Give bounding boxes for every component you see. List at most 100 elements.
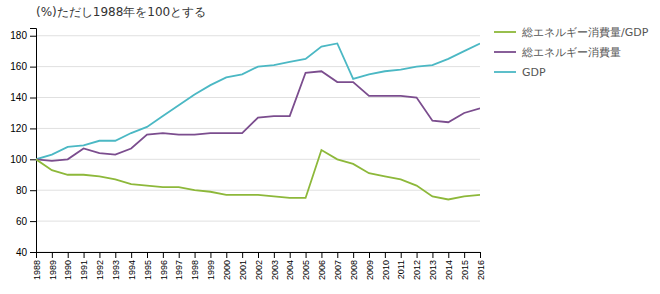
chart: (%)ただし1988年を100とする1988198919901991199219… xyxy=(0,0,660,294)
title: (%)ただし1988年を100とする xyxy=(36,5,206,19)
legend-swatch xyxy=(494,31,516,33)
y-tick-mark xyxy=(30,190,36,191)
series-line xyxy=(36,71,480,161)
x-tick-mark xyxy=(337,252,338,258)
x-tick-mark xyxy=(448,252,449,258)
y-tick-label: 100 xyxy=(10,154,27,165)
series-line xyxy=(36,150,480,199)
x-tick-mark xyxy=(163,252,164,258)
x-tick-label: 2008 xyxy=(349,260,359,280)
x-tick: 1990 xyxy=(63,252,73,280)
x-tick: 1996 xyxy=(159,252,169,280)
x-tick-label: 2003 xyxy=(270,260,280,280)
x-tick-mark xyxy=(115,252,116,258)
x-tick-mark xyxy=(210,252,211,258)
x-tick: 2003 xyxy=(270,252,280,280)
x-tick-mark xyxy=(84,252,85,258)
y-tick-label: 160 xyxy=(10,61,27,72)
y-tick: 100 xyxy=(10,154,36,165)
x-tick-mark xyxy=(321,252,322,258)
x-tick-label: 2013 xyxy=(428,260,438,280)
x-tick-label: 2000 xyxy=(222,260,232,280)
x-tick-label: 1995 xyxy=(143,260,153,280)
x-tick-label: 2011 xyxy=(396,260,406,279)
x-tick-label: 2016 xyxy=(476,260,486,280)
x-tick-label: 1988 xyxy=(32,260,42,280)
y-tick-label: 120 xyxy=(10,123,27,134)
x-tick-mark xyxy=(52,252,53,258)
y-tick: 60 xyxy=(16,216,36,227)
y-tick-label: 60 xyxy=(16,216,28,227)
lines xyxy=(36,43,480,199)
y-tick-mark xyxy=(30,252,36,253)
x-tick: 1999 xyxy=(206,252,216,280)
x-tick-label: 2009 xyxy=(365,260,375,280)
x-tick-label: 1993 xyxy=(111,260,121,280)
x-tick-label: 2007 xyxy=(333,260,343,280)
x-tick-label: 1989 xyxy=(48,260,58,280)
x-tick: 2006 xyxy=(317,252,327,280)
x-tick: 2011 xyxy=(396,252,406,279)
series-line xyxy=(36,43,480,159)
x-tick-label: 2001 xyxy=(238,260,248,280)
x-axis: 1988198919901991199219931994199519961997… xyxy=(32,252,486,280)
x-tick-label: 2010 xyxy=(381,260,391,280)
x-tick-label: 1994 xyxy=(127,260,137,280)
x-tick-mark xyxy=(369,252,370,258)
x-tick: 2015 xyxy=(460,252,470,280)
x-tick-label: 2004 xyxy=(285,260,295,280)
x-tick-label: 2014 xyxy=(444,260,454,280)
y-tick-label: 40 xyxy=(16,247,28,258)
grid-line xyxy=(36,221,480,222)
x-tick-mark xyxy=(179,252,180,258)
x-tick-label: 2012 xyxy=(412,260,422,280)
y-tick-mark xyxy=(30,98,36,99)
x-tick: 1998 xyxy=(190,252,200,280)
grid-line xyxy=(36,35,480,36)
x-tick-mark xyxy=(464,252,465,258)
x-tick-mark xyxy=(385,252,386,258)
y-tick-mark xyxy=(30,159,36,160)
x-tick-mark xyxy=(242,252,243,258)
x-tick-mark xyxy=(306,252,307,258)
x-tick-mark xyxy=(147,252,148,258)
grid xyxy=(36,36,480,252)
x-tick-label: 2006 xyxy=(317,260,327,280)
x-tick: 1997 xyxy=(174,252,184,280)
x-tick-label: 1998 xyxy=(190,260,200,280)
y-tick-mark xyxy=(30,36,36,37)
x-tick: 2004 xyxy=(285,252,295,280)
x-tick-label: 1996 xyxy=(159,260,169,280)
plot: 1988198919901991199219931994199519961997… xyxy=(10,29,485,281)
legend: 総エネルギー消費量/GDP総エネルギー消費量GDP xyxy=(494,26,649,79)
x-tick: 1993 xyxy=(111,252,121,280)
legend-swatch xyxy=(494,51,516,53)
x-tick: 2005 xyxy=(301,252,311,280)
x-tick-label: 2015 xyxy=(460,260,470,280)
x-tick-label: 2005 xyxy=(301,260,311,280)
legend-label: 総エネルギー消費量 xyxy=(521,46,621,59)
x-tick-label: 2002 xyxy=(254,260,264,280)
legend-label: GDP xyxy=(522,66,546,79)
x-tick-label: 1990 xyxy=(63,260,73,280)
x-tick: 1995 xyxy=(143,252,153,280)
y-axis: 406080100120140160180 xyxy=(10,29,36,258)
x-tick: 2010 xyxy=(381,252,391,280)
y-tick-mark xyxy=(30,67,36,68)
x-tick-mark xyxy=(480,252,481,258)
legend-item: 総エネルギー消費量 xyxy=(494,46,621,59)
x-tick-mark xyxy=(401,252,402,258)
x-tick: 1992 xyxy=(95,252,105,280)
x-tick-mark xyxy=(417,252,418,258)
x-tick-mark xyxy=(290,252,291,258)
grid-line xyxy=(36,128,480,129)
x-tick: 2000 xyxy=(222,252,232,280)
x-tick-mark xyxy=(258,252,259,258)
x-tick: 2008 xyxy=(349,252,359,280)
x-tick: 2009 xyxy=(365,252,375,280)
x-tick: 2001 xyxy=(238,252,248,280)
x-tick-mark xyxy=(353,252,354,258)
x-axis-line xyxy=(37,253,481,259)
x-tick-label: 1999 xyxy=(206,260,216,280)
grid-line xyxy=(36,190,480,191)
